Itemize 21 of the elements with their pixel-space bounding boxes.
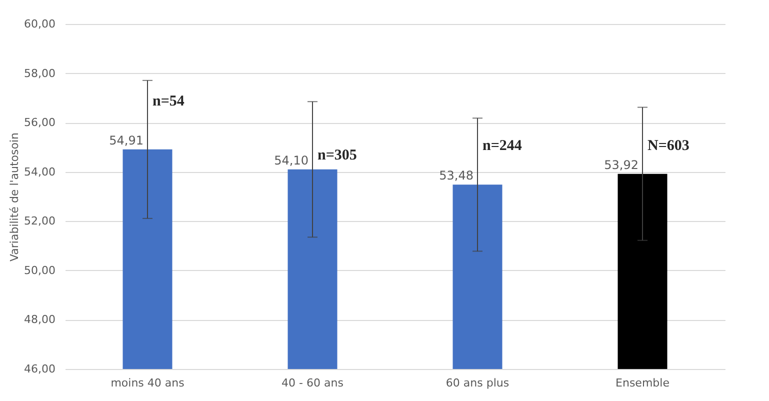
y-tick-label: 50,00 (24, 264, 56, 277)
y-tick-label: 46,00 (24, 362, 56, 376)
y-tick-label: 60,00 (24, 18, 56, 30)
y-tick-label: 54,00 (24, 165, 56, 178)
y-tick-label: 58,00 (24, 66, 56, 80)
annotation: n=54 (152, 93, 185, 110)
annotation: N=603 (648, 138, 690, 154)
data-label: 53,48 (439, 168, 474, 183)
data-label: 54,91 (109, 133, 144, 148)
y-tick-label: 52,00 (24, 214, 56, 228)
data-label: 53,92 (604, 158, 638, 172)
x-tick-label: 40 - 60 ans (282, 376, 344, 390)
y-tick-label: 56,00 (24, 116, 56, 130)
data-label: 54,10 (274, 153, 308, 168)
x-tick-label: moins 40 ans (110, 376, 185, 390)
annotation: n=305 (318, 148, 357, 164)
x-tick-label: 60 ans plus (446, 376, 510, 390)
y-tick-label: 48,00 (24, 313, 56, 326)
x-tick-label: Ensemble (616, 376, 670, 390)
y-axis-title: Variabilité de l'autosoin (8, 132, 22, 262)
annotation: n=244 (482, 138, 522, 154)
